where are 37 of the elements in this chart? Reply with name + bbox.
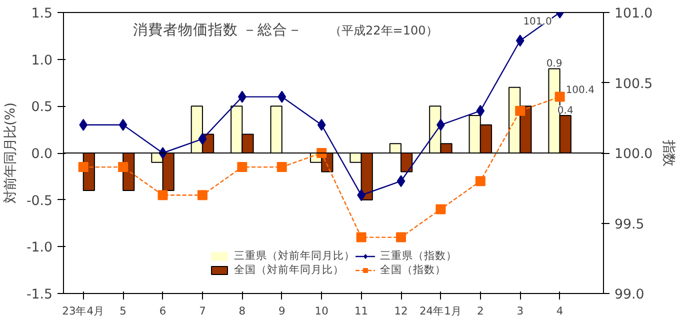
x-tick-label: 7 — [199, 304, 206, 318]
y-tick-label: -0.5 — [26, 194, 53, 209]
y-tick-label: 1.5 — [31, 6, 53, 22]
y2-tick-label: 100.5 — [614, 76, 653, 92]
y2-tick-label: 100.0 — [614, 147, 653, 162]
x-tick-label: 12 — [394, 304, 408, 318]
y-tick-label: 0.5 — [31, 100, 53, 116]
y2-tick-label: 99.0 — [614, 288, 644, 302]
y-tick-label: -1.5 — [26, 288, 53, 302]
x-tick-label: 3 — [516, 304, 524, 318]
y-tick-label: 0.0 — [31, 147, 53, 162]
y2-tick-label: 101.0 — [614, 6, 653, 22]
text: 消費者物価指数 －総合－ — [133, 22, 303, 38]
legend-label: 全国（指数） — [380, 263, 446, 277]
legend-label: 全国（対前年同月比） — [234, 263, 344, 277]
y-tick-label: -1.0 — [26, 240, 53, 256]
legend-label: 三重県（指数） — [380, 249, 457, 263]
x-tick-label: 5 — [120, 304, 126, 318]
text: （平成22年=100） — [330, 24, 438, 38]
legend-label: 三重県（対前年同月比） — [234, 249, 355, 263]
x-tick-label: 9 — [278, 304, 286, 318]
y-tick-label: 1.0 — [31, 53, 53, 68]
data-label: 0.9 — [546, 58, 562, 70]
y2-axis-title: 指数 — [660, 139, 676, 166]
x-tick-label: 8 — [238, 304, 246, 318]
x-tick-label: 6 — [159, 304, 166, 318]
data-label: 101.0 — [523, 16, 552, 28]
x-tick-label: 10 — [314, 304, 329, 318]
x-tick-label: 2 — [477, 304, 484, 318]
data-label: 100.4 — [566, 84, 594, 96]
data-label: 0.4 — [557, 106, 574, 117]
x-tick-label: 11 — [354, 304, 368, 318]
y-axis-title: 対前年同月比(%) — [2, 102, 18, 204]
y2-tick-label: 99.5 — [614, 217, 644, 232]
x-tick-label: 4 — [556, 304, 564, 318]
x-tick-label: 24年1月 — [420, 304, 462, 318]
x-tick-label: 23年4月 — [62, 304, 105, 318]
